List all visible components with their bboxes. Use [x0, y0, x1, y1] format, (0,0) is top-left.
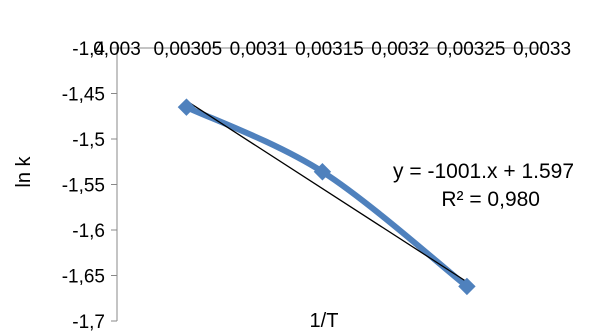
trendline-equation: y = -1001.x + 1.597: [393, 160, 574, 183]
axes: [111, 42, 543, 322]
x-tick-label: 0,00325: [437, 39, 506, 60]
y-tick-label: -1,7: [72, 312, 105, 333]
y-tick-label: -1,65: [62, 267, 105, 288]
y-tick-label: -1,6: [72, 221, 105, 242]
r-squared-label: R² = 0,980: [441, 188, 540, 211]
y-axis-label: ln k: [13, 155, 35, 187]
y-tick-label: -1,45: [62, 85, 105, 106]
y-tick-label: -1,4: [72, 39, 105, 60]
series-layer: [177, 98, 476, 296]
y-tick-label: -1,5: [72, 130, 105, 151]
x-tick-label: 0,00305: [153, 39, 222, 60]
x-tick-label: 0,0032: [371, 39, 429, 60]
x-tick-labels: 0,003 0,00305 0,0031 0,00315 0,0032 0,00325 0,…: [93, 39, 571, 60]
x-tick-label: 0,003: [93, 39, 141, 60]
data-point-marker: [313, 163, 332, 181]
y-tick-label: -1,55: [62, 176, 105, 197]
x-tick-label: 0,0031: [230, 39, 288, 60]
y-tick-labels: -1,4 -1,45 -1,5 -1,55 -1,6 -1,65 -1,7: [62, 39, 106, 333]
x-tick-label: 0,0033: [513, 39, 571, 60]
series-line: [183, 104, 470, 290]
x-axis-label: 1/T: [310, 310, 339, 332]
trendline: [186, 100, 468, 283]
data-point-marker: [177, 98, 196, 116]
data-point-marker: [458, 277, 476, 296]
x-tick-label: 0,00315: [295, 39, 364, 60]
